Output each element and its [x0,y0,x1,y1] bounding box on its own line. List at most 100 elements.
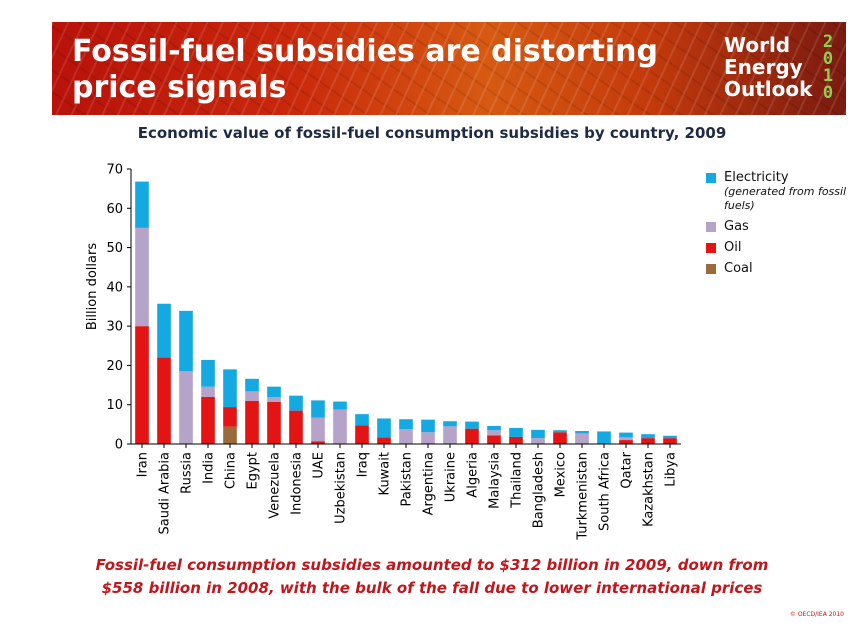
bar-segment-gas [267,397,281,402]
bar-segment-electricity [465,421,479,429]
bar-segment-electricity [355,414,369,426]
bar-segment-oil [201,396,215,444]
bar-segment-electricity [135,181,149,228]
legend-swatch-oil [706,243,716,253]
bar-segment-gas [311,417,325,442]
title-banner: Fossil-fuel subsidies are distorting pri… [52,22,846,115]
x-tick-label: Kazakhstan [642,452,657,527]
x-tick-label: Kuwait [378,452,393,495]
x-tick-label: Mexico [554,452,569,497]
bar-segment-gas [619,437,633,441]
bar-segment-oil [663,438,677,444]
bar-segment-electricity [333,401,347,410]
x-tick-label: Ukraine [444,452,459,502]
legend-label-coal: Coal [724,261,753,276]
bar-segment-electricity [641,434,655,439]
bar-segment-gas [487,430,501,436]
legend-note-electricity: (generated from fossil fuels) [724,185,847,212]
x-tick-label: Saudi Arabia [158,452,173,535]
y-tick-label: 0 [115,438,123,453]
bar-segment-electricity [399,419,413,430]
slide-caption: Fossil-fuel consumption subsidies amount… [0,554,864,600]
bar-segment-gas [531,438,545,444]
slide-title-line1: Fossil-fuel subsidies are distorting [72,34,658,69]
bar-segment-electricity [619,432,633,438]
x-tick-label: Qatar [620,451,635,488]
x-tick-label: Iraq [356,452,371,477]
bar-segment-electricity [223,369,237,408]
bar-segment-electricity [553,430,567,433]
x-tick-label: China [224,452,239,489]
x-tick-label: Turkmenistan [576,452,591,541]
x-tick-label: Indonesia [290,452,305,515]
bar-segment-oil [487,435,501,444]
x-tick-label: Bangladesh [532,452,547,528]
bar-segment-electricity [663,435,677,439]
chart-title: Economic value of fossil-fuel consumptio… [137,124,727,142]
bar-segment-electricity [201,359,215,387]
logo-world: World [724,33,791,57]
bar-segment-electricity [575,431,589,434]
y-tick-label: 10 [106,398,123,413]
stacked-bar-chart: 0 10 20 30 40 50 60 70 Billion dollars Iran Saudi … [85,163,681,541]
slide-title-line2: price signals [72,70,287,105]
weo-logo: World Energy Outlook 2 0 1 0 [718,32,836,108]
bar-segment-oil [465,428,479,444]
bar-segment-gas [135,227,149,327]
y-tick-label: 30 [106,320,123,335]
bar-segment-oil [157,357,171,444]
bar-segment-oil [245,400,259,444]
copyright-notice: © OECD/IEA 2010 [789,611,844,618]
bar-segment-oil [135,326,149,444]
bar-segment-coal [223,426,237,444]
bar-segment-oil [355,425,369,444]
bar-segment-oil [223,407,237,427]
x-tick-label: India [202,452,217,484]
bar-segment-oil [289,410,303,444]
bar-segment-electricity [179,310,193,372]
legend-item-electricity: Electricity (generated from fossil fuels… [706,170,856,213]
bar-segment-electricity [267,386,281,398]
bar-segment-oil [641,438,655,444]
y-axis-label: Billion dollars [85,243,100,330]
logo-year: 2 0 1 0 [822,32,834,103]
x-tick-label: Egypt [246,452,261,490]
bar-segment-electricity [289,395,303,411]
bar-segment-oil [619,440,633,444]
bar-segment-gas [201,386,215,397]
bar-segment-gas [575,433,589,444]
bar-segment-electricity [443,421,457,427]
legend-swatch-electricity [706,173,716,183]
bar-segment-oil [377,437,391,444]
banner-texture [52,22,846,115]
bar-segment-electricity [377,418,391,438]
x-tick-label: UAE [312,452,327,479]
legend-item-coal: Coal [706,261,856,276]
legend-swatch-coal [706,264,716,274]
bar-segment-gas [421,432,435,444]
bar-segment-electricity [487,425,501,431]
x-tick-label: Malaysia [488,452,503,509]
y-tick-label: 40 [106,280,123,295]
x-tick-label: Argentina [422,452,437,515]
bar-segment-oil [267,401,281,444]
bar-segment-gas [443,426,457,444]
bar-segment-electricity [245,378,259,392]
bar-segment-electricity [311,400,325,418]
x-tick-label: Thailand [510,452,525,509]
bar-segment-gas [245,391,259,401]
bar-segment-electricity [509,427,523,437]
legend-label-gas: Gas [724,219,749,234]
slide-title: Fossil-fuel subsidies are distorting pri… [72,34,658,106]
x-tick-label: Iran [136,452,151,477]
bar-segment-gas [333,409,347,444]
legend-label-electricity: Electricity [724,170,789,185]
bar-segment-electricity [531,429,545,439]
bar-segment-electricity [157,303,171,358]
y-tick-label: 50 [106,241,123,256]
caption-line1: Fossil-fuel consumption subsidies amount… [95,556,769,574]
x-tick-label: Libya [664,452,679,487]
bar-segment-electricity [421,419,435,433]
logo-outlook: Outlook [724,77,813,101]
bar-segment-oil [553,432,567,444]
